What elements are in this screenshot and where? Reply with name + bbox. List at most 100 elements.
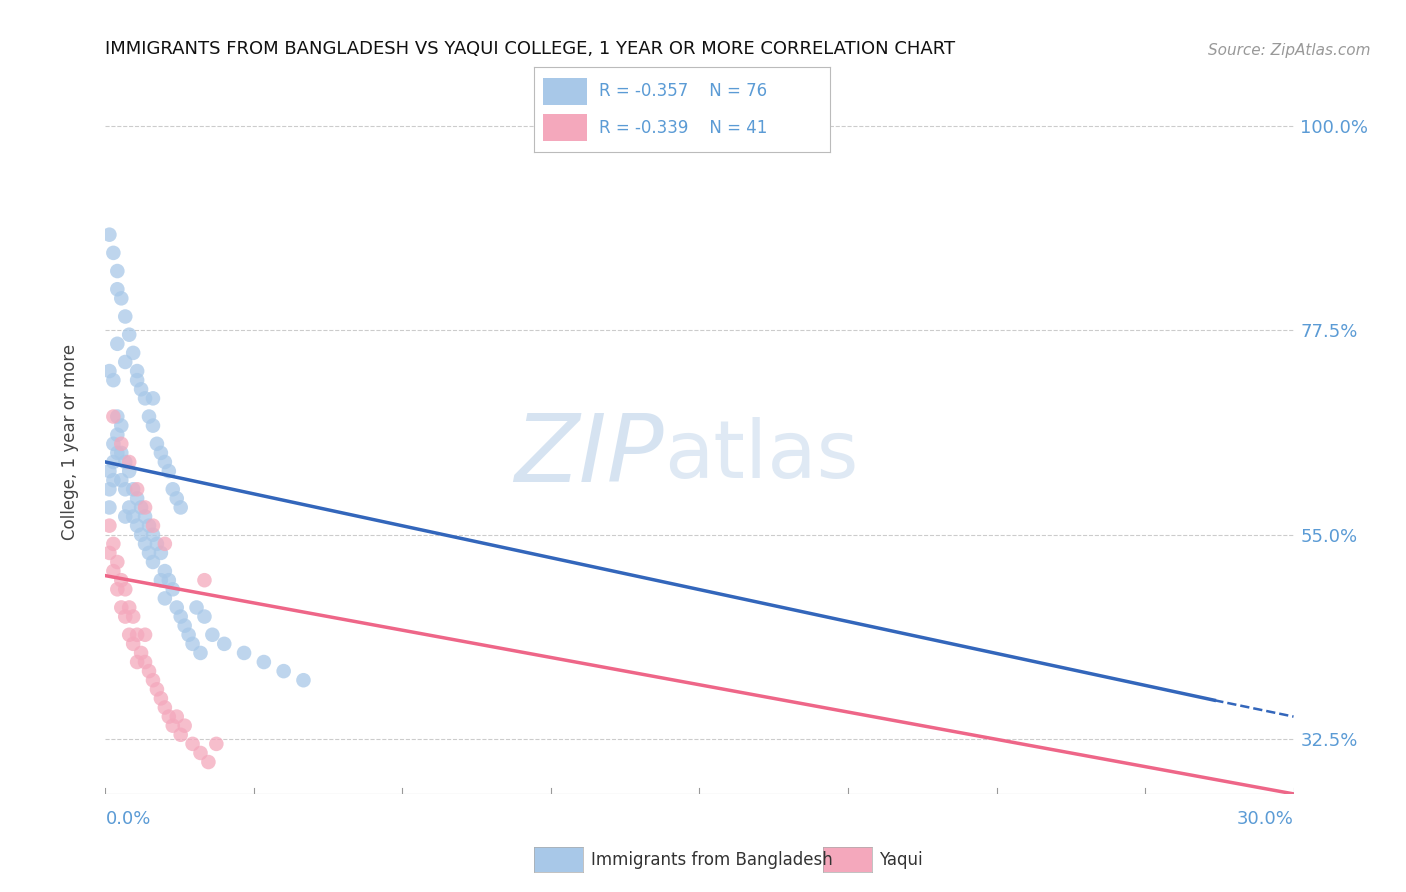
Point: [110, 473, 132, 487]
Point: [98, 546, 121, 560]
Point: [110, 446, 132, 460]
Point: [114, 355, 136, 369]
Point: [142, 555, 165, 569]
Point: [181, 637, 204, 651]
Point: [114, 609, 136, 624]
Text: Yaqui: Yaqui: [879, 851, 922, 869]
Point: [127, 655, 149, 669]
Point: [173, 618, 195, 632]
Point: [233, 646, 256, 660]
Point: [122, 346, 145, 360]
Point: [118, 455, 141, 469]
Point: [166, 491, 188, 506]
Point: [118, 327, 141, 342]
Point: [146, 682, 169, 697]
Point: [127, 628, 149, 642]
Point: [162, 719, 184, 733]
Point: [110, 600, 132, 615]
Point: [157, 709, 180, 723]
Point: [142, 673, 165, 688]
Point: [114, 310, 136, 324]
Point: [138, 664, 160, 678]
Point: [170, 500, 193, 515]
Point: [149, 691, 172, 706]
Point: [138, 518, 160, 533]
Point: [127, 373, 149, 387]
Point: [153, 537, 176, 551]
Point: [142, 518, 165, 533]
Point: [134, 392, 156, 406]
Point: [127, 518, 149, 533]
Point: [153, 564, 176, 578]
Point: [190, 746, 212, 760]
Point: [103, 245, 125, 260]
Point: [197, 755, 219, 769]
Point: [292, 673, 315, 688]
Point: [149, 546, 172, 560]
Point: [190, 646, 212, 660]
Point: [129, 646, 152, 660]
Point: [138, 546, 160, 560]
Point: [149, 446, 172, 460]
Point: [170, 609, 193, 624]
Point: [103, 437, 125, 451]
Point: [166, 600, 188, 615]
Point: [153, 591, 176, 606]
Point: [153, 700, 176, 714]
Point: [153, 455, 176, 469]
Point: [118, 500, 141, 515]
Point: [193, 573, 215, 587]
Point: [134, 628, 156, 642]
Point: [103, 473, 125, 487]
Point: [134, 500, 156, 515]
Point: [127, 483, 149, 497]
Text: Source: ZipAtlas.com: Source: ZipAtlas.com: [1208, 43, 1371, 58]
Point: [114, 455, 136, 469]
Point: [98, 500, 121, 515]
Point: [118, 628, 141, 642]
Point: [103, 409, 125, 424]
Point: [146, 437, 169, 451]
Point: [114, 509, 136, 524]
Point: [129, 382, 152, 396]
Point: [118, 600, 141, 615]
Point: [142, 418, 165, 433]
Point: [103, 537, 125, 551]
Point: [273, 664, 295, 678]
Point: [181, 737, 204, 751]
Point: [134, 537, 156, 551]
Point: [103, 373, 125, 387]
Point: [129, 500, 152, 515]
Point: [105, 264, 128, 278]
Point: [122, 609, 145, 624]
Text: R = -0.357    N = 76: R = -0.357 N = 76: [599, 82, 768, 101]
Point: [173, 719, 195, 733]
Point: [146, 537, 169, 551]
Text: ZIP: ZIP: [515, 410, 664, 501]
Point: [186, 600, 208, 615]
Point: [114, 582, 136, 597]
Text: atlas: atlas: [664, 417, 858, 495]
Point: [105, 409, 128, 424]
Point: [122, 509, 145, 524]
Point: [110, 437, 132, 451]
Point: [105, 446, 128, 460]
Bar: [543, 78, 588, 105]
Point: [105, 582, 128, 597]
Point: [142, 392, 165, 406]
Point: [114, 483, 136, 497]
Point: [118, 464, 141, 478]
Point: [205, 737, 228, 751]
Point: [134, 509, 156, 524]
Point: [122, 637, 145, 651]
Text: 30.0%: 30.0%: [1237, 810, 1294, 829]
Point: [170, 728, 193, 742]
Point: [98, 464, 121, 478]
Point: [105, 427, 128, 442]
Point: [98, 227, 121, 242]
Point: [127, 491, 149, 506]
Point: [157, 573, 180, 587]
Text: 0.0%: 0.0%: [105, 810, 150, 829]
Point: [110, 573, 132, 587]
Point: [103, 564, 125, 578]
